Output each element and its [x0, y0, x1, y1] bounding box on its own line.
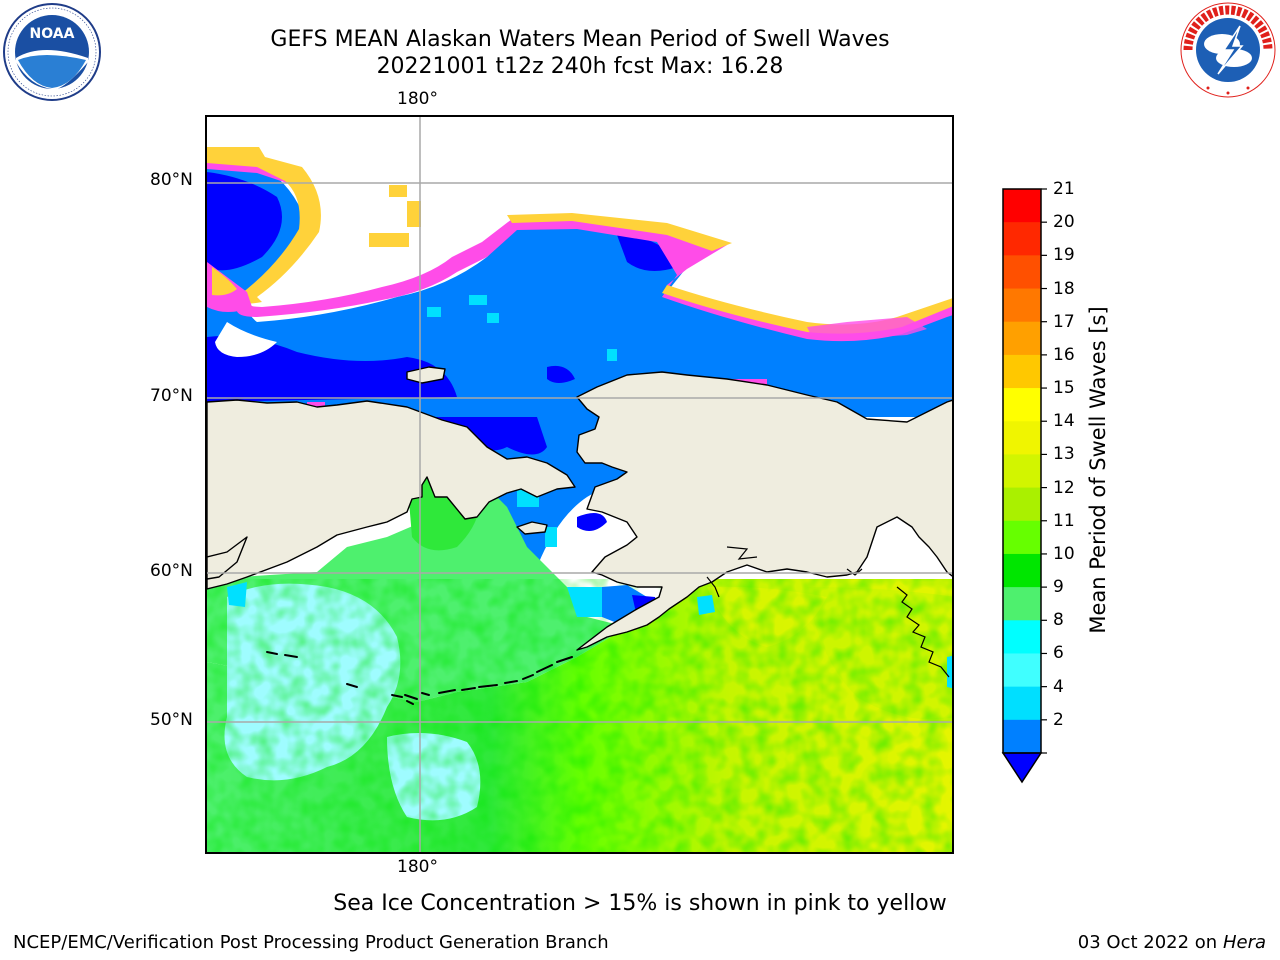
sea-ice-note: Sea Ice Concentration > 15% is shown in …	[0, 890, 1280, 918]
land-kamchatka	[207, 536, 248, 580]
colorbar-tick-label: 15	[1053, 378, 1075, 399]
colorbar-band	[1003, 553, 1041, 588]
land-wrangel-island	[406, 366, 446, 384]
colorbar-band	[1003, 321, 1041, 356]
footer-credit: NCEP/EMC/Verification Post Processing Pr…	[13, 932, 609, 953]
colorbar-band	[1003, 487, 1041, 522]
colorbar-outline	[1002, 188, 1042, 754]
colorbar-band	[1003, 653, 1041, 688]
colorbar-band	[1003, 189, 1041, 223]
sea-ice-note-text: Sea Ice Concentration > 15% is shown in …	[333, 891, 947, 916]
noaa-logo-icon: NOAA	[3, 3, 101, 101]
colorbar-tick-label: 12	[1053, 477, 1075, 498]
bering-nearshore-cyan	[567, 587, 602, 617]
map-subtitle-run: 20221001 t12z 240h fcst Max: 16.28	[376, 54, 784, 79]
colorbar-band	[1003, 520, 1041, 555]
footer-host: Hera	[1222, 932, 1266, 953]
colorbar-band	[1003, 354, 1041, 389]
colorbar-tick-marks	[1041, 188, 1047, 754]
lat-label-50n: 50°N	[150, 710, 193, 730]
lat-label-60n: 60°N	[150, 561, 193, 581]
cook-inlet-cyan	[697, 595, 715, 615]
arctic-swell-field	[207, 157, 952, 402]
colorbar-band	[1003, 288, 1041, 323]
lat-label-70n: 70°N	[150, 386, 193, 406]
map-title: GEFS MEAN Alaskan Waters Mean Period of …	[270, 27, 890, 52]
footer-date: 03 Oct 2022 on Hera	[1078, 932, 1266, 954]
colorbar-tick-label: 21	[1053, 179, 1075, 199]
colorbar-tick-label: 4	[1053, 676, 1064, 697]
colorbar-min-arrow	[1001, 752, 1043, 784]
colorbar-band	[1003, 719, 1041, 754]
colorbar	[1001, 188, 1047, 784]
lon-label-bottom: 180°	[397, 857, 438, 877]
colorbar-label: Mean Period of Swell Waves [s]	[1086, 306, 1110, 634]
pacific-swell-field	[207, 475, 952, 852]
lat-label-80n: 80°N	[150, 170, 193, 190]
colorbar-tick-label: 9	[1053, 577, 1064, 598]
colorbar-band	[1003, 421, 1041, 455]
colorbar-tick-label: 18	[1053, 278, 1075, 299]
colorbar-tick-label: 20	[1053, 212, 1075, 233]
colorbar-band	[1003, 222, 1041, 256]
se-alaska-cyan	[947, 655, 952, 689]
kamchatka-cyan	[227, 582, 247, 607]
colorbar-tick-label: 8	[1053, 610, 1064, 631]
footer-date-text: 03 Oct 2022 on	[1077, 932, 1223, 953]
nws-logo-icon	[1180, 2, 1276, 98]
colorbar-tick-label: 11	[1053, 510, 1075, 531]
land-siberia	[207, 399, 576, 590]
colorbar-tick-label: 16	[1053, 344, 1075, 365]
colorbar-tick-label: 6	[1053, 643, 1064, 664]
land	[207, 366, 952, 651]
colorbar-band	[1003, 620, 1041, 654]
colorbar-tick-label: 19	[1053, 245, 1075, 266]
colorbar-band	[1003, 255, 1041, 290]
swell-period-map	[207, 117, 952, 852]
land-st-lawrence-island	[516, 521, 548, 535]
colorbar-tick-label: 2	[1053, 709, 1064, 730]
colorbar-band	[1003, 388, 1041, 422]
gridlines	[207, 117, 952, 852]
map-panel	[205, 115, 954, 854]
noaa-logo-text: NOAA	[30, 26, 75, 42]
sea-ice-overlay	[207, 147, 952, 419]
colorbar-band	[1003, 454, 1041, 489]
colorbar-band	[1003, 686, 1041, 721]
ice-interior	[215, 322, 277, 357]
aleutian-islands	[266, 651, 573, 705]
colorbar-tick-label: 10	[1053, 543, 1075, 564]
land-alaska	[576, 371, 952, 651]
lon-label-top: 180°	[397, 89, 438, 109]
colorbar-tick-label: 14	[1053, 411, 1075, 432]
coast-detail	[706, 546, 950, 678]
colorbar-bands	[1003, 189, 1041, 754]
colorbar-tick-label: 13	[1053, 444, 1075, 465]
colorbar-tick-label: 17	[1053, 311, 1075, 332]
colorbar-band	[1003, 587, 1041, 621]
